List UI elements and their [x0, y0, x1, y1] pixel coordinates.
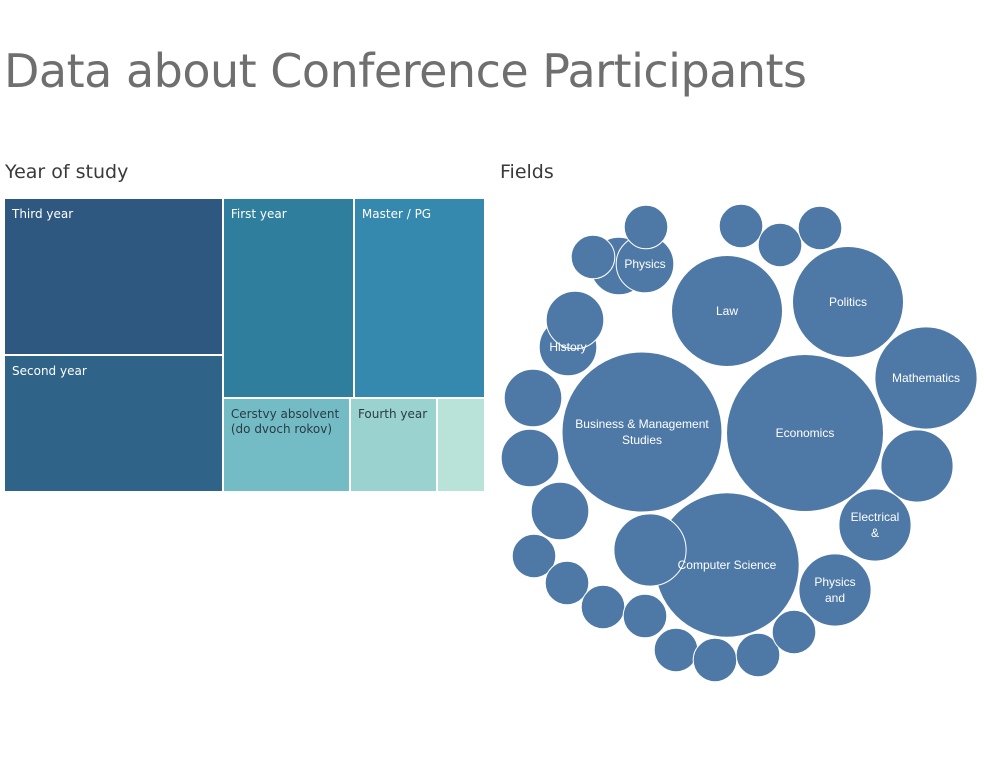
- field-bubble-label: Physics: [624, 257, 665, 271]
- treemap-tile-label: Third year: [12, 207, 74, 221]
- page-title: Data about Conference Participants: [4, 44, 807, 98]
- field-bubble[interactable]: [622, 593, 668, 639]
- field-bubble-label: Mathematics: [892, 371, 960, 385]
- field-bubble[interactable]: [797, 205, 843, 251]
- field-bubble[interactable]: [503, 368, 563, 428]
- field-bubble[interactable]: [653, 627, 699, 673]
- field-bubble-label: Economics: [776, 426, 835, 440]
- field-bubble-label: Physics and: [814, 575, 855, 605]
- field-bubble[interactable]: [735, 632, 781, 678]
- field-bubble[interactable]: [798, 553, 872, 627]
- treemap-tile[interactable]: Third year: [4, 198, 223, 356]
- fields-bubble-chart: Business & Management Studies Economics Com…: [500, 203, 978, 683]
- field-bubble[interactable]: [570, 234, 616, 280]
- treemap-tile[interactable]: [437, 397, 485, 492]
- field-bubble[interactable]: [511, 533, 557, 579]
- field-bubble[interactable]: [718, 203, 764, 249]
- treemap-tile-label: Master / PG: [361, 207, 432, 221]
- treemap-tile-label: First year: [230, 207, 287, 221]
- field-bubble-label: Computer Science: [678, 558, 777, 572]
- field-bubble[interactable]: [580, 584, 626, 630]
- field-bubble-label: Politics: [829, 295, 867, 309]
- field-bubble[interactable]: [671, 255, 783, 367]
- treemap-tile-label: Second year: [12, 364, 87, 379]
- field-bubble[interactable]: [792, 246, 904, 358]
- treemap-tile[interactable]: Cerstvy absolvent (do dvoch rokov): [222, 397, 350, 492]
- field-bubble[interactable]: [545, 290, 605, 350]
- field-bubble[interactable]: [692, 637, 738, 683]
- field-bubble[interactable]: [771, 609, 817, 655]
- field-bubble-label: Business & Management Studies: [575, 417, 709, 447]
- treemap-title: Year of study: [5, 161, 129, 183]
- treemap-tile-label: Cerstvy absolvent (do dvoch rokov): [230, 406, 340, 436]
- year-of-study-treemap: Third year Second year First year Master / …: [4, 198, 485, 492]
- field-bubble[interactable]: [726, 354, 884, 512]
- treemap-tile[interactable]: Second year: [4, 355, 223, 492]
- field-bubble-label: History: [549, 340, 586, 354]
- field-bubble[interactable]: [874, 326, 978, 430]
- treemap-tile[interactable]: Master / PG: [353, 198, 485, 398]
- field-bubble[interactable]: [613, 513, 687, 587]
- treemap-tile-label: Fourth year: [357, 406, 428, 421]
- field-bubble[interactable]: [880, 429, 954, 503]
- bubble-chart-title: Fields: [500, 161, 554, 183]
- treemap-tile[interactable]: First year: [222, 198, 354, 398]
- field-bubble[interactable]: [500, 428, 560, 488]
- field-bubble-label: Law: [716, 304, 738, 318]
- field-bubble[interactable]: [544, 560, 590, 606]
- treemap-tile[interactable]: Fourth year: [349, 397, 438, 492]
- field-bubble[interactable]: [757, 222, 803, 268]
- field-bubble[interactable]: [561, 351, 723, 513]
- field-bubble-label: Electrical &: [851, 510, 900, 540]
- field-bubble[interactable]: [530, 481, 590, 541]
- field-bubble[interactable]: [838, 488, 912, 562]
- field-bubble[interactable]: [623, 204, 669, 250]
